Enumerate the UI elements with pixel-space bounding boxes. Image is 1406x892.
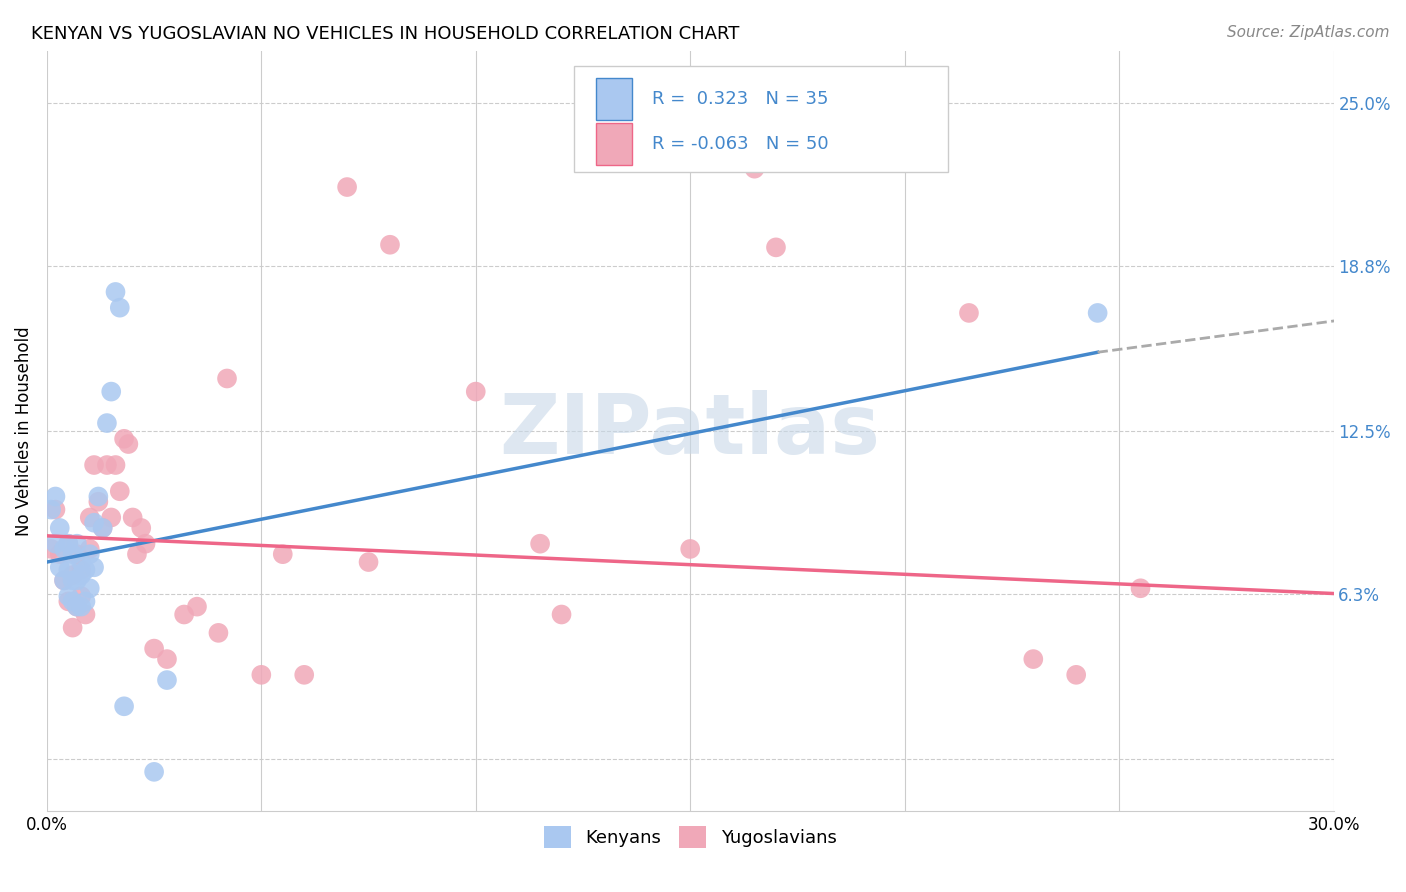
Point <box>62 547 84 561</box>
Point <box>87 494 110 508</box>
Point <box>744 161 766 176</box>
Point <box>70 599 93 614</box>
Point <box>156 652 179 666</box>
Point <box>66 537 89 551</box>
Point <box>292 668 315 682</box>
Point <box>464 384 486 399</box>
Point <box>58 589 80 603</box>
Text: ZIPatlas: ZIPatlas <box>499 391 880 472</box>
Point <box>765 240 787 254</box>
Point <box>271 547 294 561</box>
Point <box>529 537 551 551</box>
FancyBboxPatch shape <box>596 123 633 165</box>
Point <box>79 547 101 561</box>
Point <box>173 607 195 622</box>
Point <box>125 547 148 561</box>
Y-axis label: No Vehicles in Household: No Vehicles in Household <box>15 326 32 536</box>
Point <box>112 432 135 446</box>
Point <box>44 502 66 516</box>
Point <box>96 416 118 430</box>
Point <box>83 560 105 574</box>
Point <box>58 563 80 577</box>
Point <box>58 537 80 551</box>
Point <box>186 599 208 614</box>
Point <box>83 458 105 472</box>
Point <box>135 537 157 551</box>
Point <box>62 568 84 582</box>
Point <box>70 568 93 582</box>
Point <box>100 384 122 399</box>
Point <box>66 547 89 561</box>
Point <box>91 521 114 535</box>
Point <box>62 574 84 588</box>
Point <box>87 490 110 504</box>
Point <box>1129 582 1152 596</box>
Point <box>143 764 166 779</box>
Point <box>66 599 89 614</box>
Point <box>58 537 80 551</box>
Point <box>70 555 93 569</box>
Text: R = -0.063   N = 50: R = -0.063 N = 50 <box>651 136 828 153</box>
FancyBboxPatch shape <box>596 78 633 120</box>
Text: KENYAN VS YUGOSLAVIAN NO VEHICLES IN HOUSEHOLD CORRELATION CHART: KENYAN VS YUGOSLAVIAN NO VEHICLES IN HOU… <box>31 25 740 43</box>
Point <box>117 437 139 451</box>
Point <box>91 521 114 535</box>
Point <box>207 625 229 640</box>
Point <box>62 594 84 608</box>
Point <box>79 510 101 524</box>
Point <box>378 237 401 252</box>
Point <box>96 458 118 472</box>
Point <box>336 180 359 194</box>
Point <box>1064 668 1087 682</box>
Point <box>75 594 97 608</box>
Point <box>108 301 131 315</box>
Point <box>49 560 72 574</box>
Point <box>49 521 72 535</box>
Point <box>49 547 72 561</box>
Point <box>44 490 66 504</box>
Point <box>70 563 93 577</box>
Point <box>957 306 980 320</box>
Point <box>156 673 179 687</box>
FancyBboxPatch shape <box>575 66 948 172</box>
Point <box>129 521 152 535</box>
Point <box>62 621 84 635</box>
Point <box>53 574 76 588</box>
Point <box>66 599 89 614</box>
Legend: Kenyans, Yugoslavians: Kenyans, Yugoslavians <box>537 819 844 855</box>
Point <box>1022 652 1045 666</box>
Point <box>250 668 273 682</box>
Point <box>39 541 62 556</box>
Point <box>53 541 76 556</box>
Point <box>79 582 101 596</box>
Point <box>550 607 572 622</box>
Point <box>108 484 131 499</box>
Text: Source: ZipAtlas.com: Source: ZipAtlas.com <box>1226 25 1389 40</box>
Text: R =  0.323   N = 35: R = 0.323 N = 35 <box>651 89 828 108</box>
Point <box>66 574 89 588</box>
Point <box>100 510 122 524</box>
Point <box>39 502 62 516</box>
Point <box>357 555 380 569</box>
Point <box>58 594 80 608</box>
Point <box>83 516 105 530</box>
Point <box>44 537 66 551</box>
Point <box>679 541 702 556</box>
Point <box>75 607 97 622</box>
Point <box>104 285 127 299</box>
Point <box>79 541 101 556</box>
Point <box>112 699 135 714</box>
Point <box>1087 306 1109 320</box>
Point <box>143 641 166 656</box>
Point <box>121 510 143 524</box>
Point <box>104 458 127 472</box>
Point <box>53 574 76 588</box>
Point <box>70 589 93 603</box>
Point <box>215 371 238 385</box>
Point <box>75 563 97 577</box>
